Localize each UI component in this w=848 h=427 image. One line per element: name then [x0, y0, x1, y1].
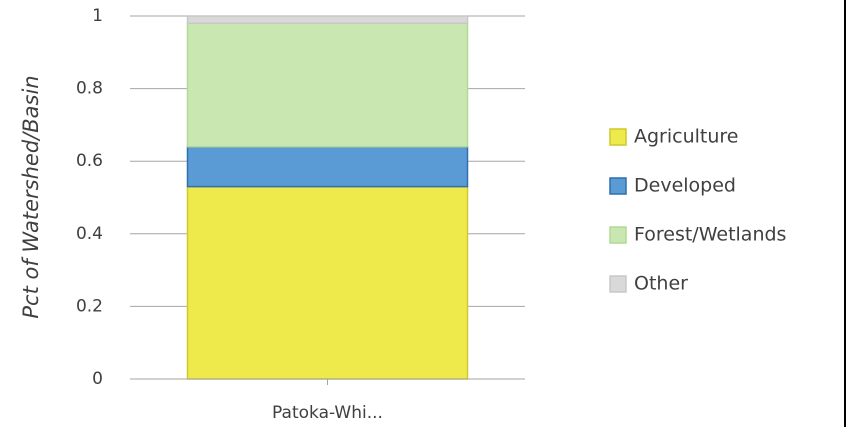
legend-swatch: [609, 128, 627, 146]
y-tick-label: 0.2: [76, 296, 103, 316]
y-axis-label: Pct of Watershed/Basin: [19, 75, 43, 318]
bar-segment: [186, 22, 469, 148]
bar-segment: [186, 145, 469, 188]
legend-swatch: [609, 275, 627, 293]
y-tick-label: 0.8: [76, 79, 103, 99]
y-tick-label: 0.6: [76, 151, 103, 171]
legend-label: Agriculture: [634, 126, 739, 148]
y-tick-label: 1: [92, 6, 103, 26]
y-tick-label: 0.4: [76, 224, 103, 244]
legend-label: Other: [634, 273, 688, 295]
x-tick-label: Patoka-Whi...: [272, 403, 383, 423]
legend-label: Developed: [634, 175, 736, 197]
legend-swatch: [609, 226, 627, 244]
bar-segment: [186, 15, 469, 25]
bar-segment: [186, 185, 469, 380]
legend-label: Forest/Wetlands: [634, 224, 786, 246]
legend-swatch: [609, 177, 627, 195]
y-tick-label: 0: [92, 369, 103, 389]
